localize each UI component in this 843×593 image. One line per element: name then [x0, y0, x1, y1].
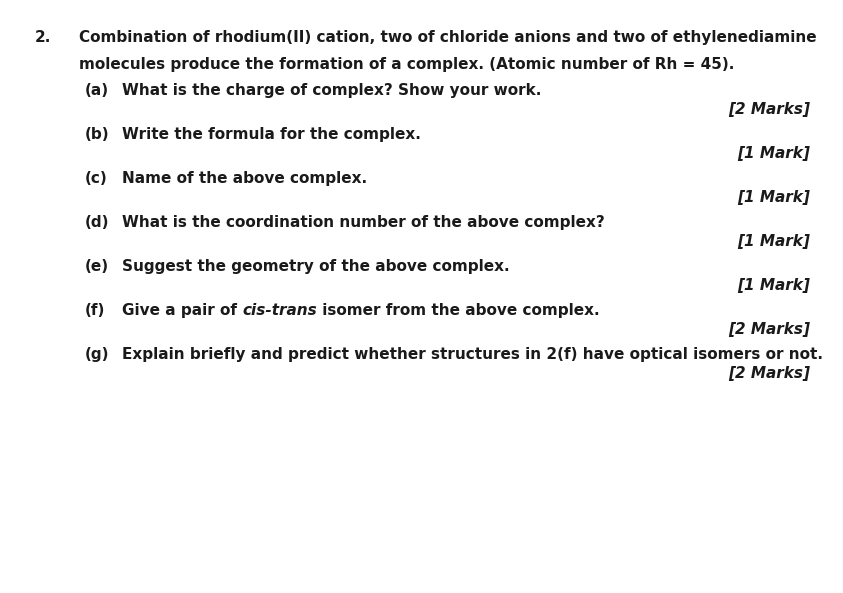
Text: Write the formula for the complex.: Write the formula for the complex. [122, 127, 421, 142]
Text: [2 Marks]: [2 Marks] [728, 366, 810, 381]
Text: (f): (f) [85, 304, 105, 318]
Text: Combination of rhodium(II) cation, two of chloride anions and two of ethylenedia: Combination of rhodium(II) cation, two o… [79, 30, 817, 45]
Text: (e): (e) [85, 259, 109, 275]
Text: (c): (c) [85, 171, 108, 186]
Text: 2.: 2. [35, 30, 51, 45]
Text: molecules produce the formation of a complex. (Atomic number of Rh = 45).: molecules produce the formation of a com… [79, 56, 734, 72]
Text: What is the coordination number of the above complex?: What is the coordination number of the a… [122, 215, 604, 230]
Text: Give a pair of: Give a pair of [122, 304, 242, 318]
Text: cis-trans: cis-trans [242, 304, 317, 318]
Text: Explain briefly and predict whether structures in 2(f) have optical isomers or n: Explain briefly and predict whether stru… [122, 347, 823, 362]
Text: [1 Mark]: [1 Mark] [737, 190, 810, 205]
Text: [1 Mark]: [1 Mark] [737, 278, 810, 294]
Text: [1 Mark]: [1 Mark] [737, 146, 810, 161]
Text: (b): (b) [85, 127, 110, 142]
Text: isomer from the above complex.: isomer from the above complex. [317, 304, 599, 318]
Text: [1 Mark]: [1 Mark] [737, 234, 810, 249]
Text: (a): (a) [85, 83, 109, 98]
Text: (g): (g) [85, 347, 110, 362]
Text: [2 Marks]: [2 Marks] [728, 102, 810, 117]
Text: Name of the above complex.: Name of the above complex. [122, 171, 367, 186]
Text: Suggest the geometry of the above complex.: Suggest the geometry of the above comple… [122, 259, 510, 275]
Text: [2 Marks]: [2 Marks] [728, 323, 810, 337]
Text: What is the charge of complex? Show your work.: What is the charge of complex? Show your… [122, 83, 541, 98]
Text: (d): (d) [85, 215, 110, 230]
